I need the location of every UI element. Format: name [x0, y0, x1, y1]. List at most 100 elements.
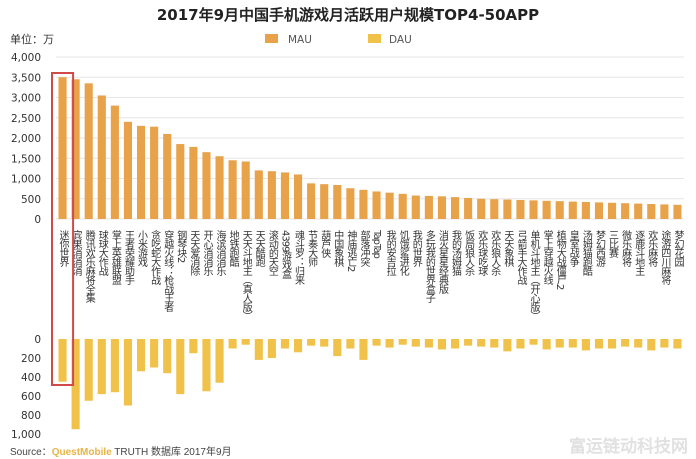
mau-bar: [660, 204, 669, 219]
dau-bar: [163, 339, 172, 374]
chart-title: 2017年9月中国手机游戏月活跃用户规模TOP4-50APP: [156, 6, 540, 24]
dau-bar: [293, 339, 303, 353]
lower-tick-label: 0: [34, 334, 41, 346]
mau-bar: [529, 200, 538, 219]
category-label: 掌上英雄联盟: [109, 230, 121, 285]
category-label: 皇室战争: [567, 229, 579, 268]
mau-bar: [320, 184, 329, 219]
category-label: TapTap: [371, 229, 382, 259]
mau-bar: [254, 170, 263, 219]
dau-bar: [97, 339, 106, 395]
dau-bar: [660, 339, 669, 348]
upper-tick-label: 4,000: [11, 52, 41, 64]
mau-bar: [97, 95, 106, 219]
mau-bar: [581, 201, 590, 219]
dau-bars: [58, 339, 682, 430]
category-label: 我的世界: [410, 230, 422, 268]
category-label: 欢乐麻将: [646, 229, 658, 267]
legend-label-mau: MAU: [288, 34, 312, 46]
category-label: 天天象棋: [502, 230, 514, 268]
category-label: 宾果消消消: [70, 229, 82, 277]
dau-bar: [359, 339, 368, 360]
upper-tick-label: 3,500: [11, 72, 41, 84]
dau-bar: [58, 339, 67, 382]
upper-tick-label: 1,000: [11, 174, 41, 186]
dau-bar: [398, 339, 407, 345]
category-label: 欢乐球吃球: [476, 229, 488, 276]
dau-bar: [123, 339, 133, 406]
mau-bar: [359, 189, 368, 219]
dau-bar: [503, 339, 512, 352]
dau-bar: [136, 339, 146, 372]
dau-bar: [385, 339, 394, 348]
mau-bar: [450, 197, 460, 219]
lower-tick-label: 400: [21, 372, 41, 384]
mau-bar: [163, 133, 172, 219]
category-label: 天天爱消除: [188, 230, 200, 276]
dau-bar: [320, 339, 329, 347]
upper-tick-label: 500: [21, 194, 41, 206]
dau-bar: [333, 339, 342, 357]
mau-bars: [58, 77, 682, 220]
dau-bar: [280, 339, 290, 349]
mau-bar: [189, 146, 198, 219]
category-label: 汤姆猫跑酷: [580, 229, 592, 277]
category-label: 植物大战僵尸2: [554, 229, 566, 290]
category-label: 梦幻花园: [672, 230, 684, 268]
category-label: 魂斗罗：归来: [293, 229, 305, 286]
mau-bar: [594, 202, 604, 219]
category-label: 途游四川麻将: [659, 229, 671, 285]
category-label: 逐鹿斗地主: [633, 230, 645, 276]
dau-bar: [607, 339, 617, 349]
category-label: 4399游戏盒: [279, 230, 291, 279]
mau-bar: [503, 199, 512, 219]
dau-bar: [202, 339, 211, 392]
dau-bar: [437, 339, 447, 350]
legend-label-dau: DAU: [389, 34, 412, 46]
category-label: 神庙逃亡2: [345, 229, 357, 272]
mau-bar: [647, 204, 656, 219]
mau-bar: [241, 161, 250, 219]
dau-bar: [529, 339, 538, 345]
mau-bar: [267, 171, 276, 219]
mau-bar: [385, 192, 394, 219]
mau-bar: [333, 184, 342, 219]
category-label: 天天斗地主（真人版）: [240, 230, 252, 320]
category-label: 消灭星星经典版: [436, 229, 448, 295]
dau-bar: [594, 339, 604, 349]
mau-bar: [150, 126, 159, 219]
unit-label: 单位：万: [10, 32, 54, 46]
dau-bar: [634, 339, 643, 348]
mau-bar: [84, 83, 93, 219]
mau-bar: [477, 198, 486, 219]
dau-bar: [372, 339, 381, 346]
mau-bar: [136, 125, 146, 219]
dau-bar: [176, 339, 185, 395]
dau-bar: [568, 339, 577, 348]
mau-bar: [71, 79, 80, 220]
category-label: 我的安吉拉: [384, 230, 396, 277]
category-label: 球球大作战: [96, 229, 108, 277]
dau-bar: [84, 339, 93, 401]
watermark-text: 富运链动科技网: [569, 437, 688, 457]
category-label: 海滨消消乐: [214, 229, 226, 276]
dau-bar: [621, 339, 630, 347]
category-label: 三比赛: [607, 230, 619, 259]
mau-bar: [673, 204, 682, 219]
mau-bar: [555, 201, 564, 219]
dau-bar: [411, 339, 420, 347]
dau-bar: [555, 339, 564, 348]
dau-bar: [490, 339, 499, 348]
mau-bar: [123, 121, 133, 219]
mau-bar: [568, 201, 577, 219]
category-label: 开心消消乐: [201, 230, 213, 276]
mau-bar: [464, 197, 473, 219]
mau-bar: [490, 199, 499, 219]
source-suffix: TRUTH 数据库 2017年9月: [111, 447, 232, 458]
dau-bar: [647, 339, 656, 351]
dau-bar: [581, 339, 590, 351]
mau-bar: [621, 203, 630, 219]
upper-tick-label: 3,000: [11, 93, 41, 105]
lower-tick-label: 800: [21, 410, 41, 422]
